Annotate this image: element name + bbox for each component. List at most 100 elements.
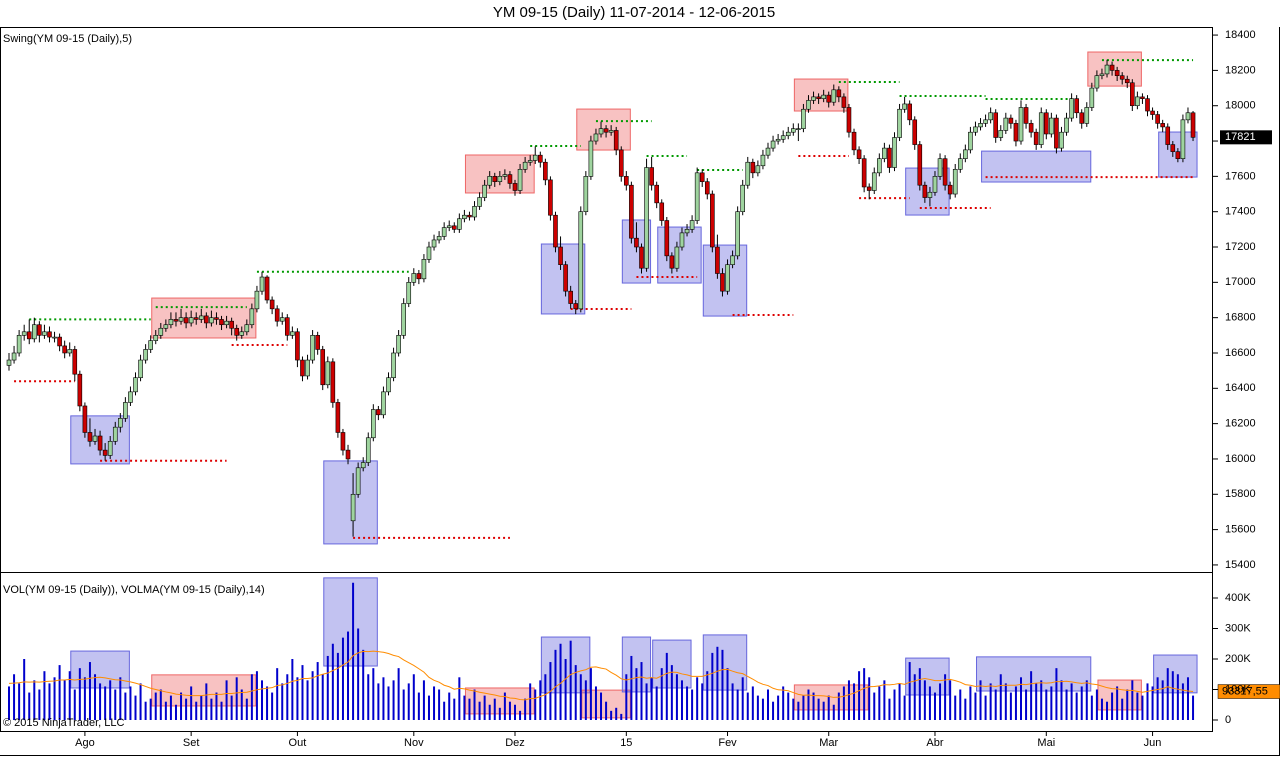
candle-body [735,211,740,257]
candle-body [204,315,209,324]
volume-bar [438,689,441,720]
candle-body [537,154,543,163]
volume-bar [969,686,972,720]
candle-body [350,493,356,522]
candle-body [158,327,164,336]
candle-body [376,409,381,416]
volume-bar [579,674,582,720]
candle-body [47,331,52,338]
swing-zone [702,244,748,317]
volume-bar [670,665,673,720]
volume-bar [159,689,162,720]
candle-body [917,144,923,186]
volume-bar [169,695,172,720]
volume-bar [114,689,117,720]
volume-bar [772,701,775,720]
volume-bar [979,680,982,720]
candle-body [1049,117,1054,135]
candle-body [846,107,852,133]
candle-body [583,176,589,212]
volume-bar [255,671,258,720]
volume-bar [453,698,456,720]
volume-bar [665,652,668,720]
candle-body [993,112,999,138]
candle-body [87,432,93,442]
volume-bar [1095,689,1098,720]
candle-body [26,331,32,340]
candle-body [1079,112,1085,124]
candle-body [1038,112,1044,145]
candle-body [710,193,715,248]
candle-body [102,449,108,456]
volume-bar [1121,698,1124,720]
candle-body [836,89,842,98]
volume-bar [594,686,597,720]
volume-bar [473,689,476,720]
volume-bar [382,677,385,720]
volume-bar [933,692,936,720]
candle-body [1008,117,1014,124]
candle-body [558,246,563,265]
volume-bar [33,680,36,720]
candle-body [487,176,493,186]
volume-bar [53,677,56,720]
volume-bar [220,701,223,720]
volume-bar [625,674,628,720]
volume-bar [8,686,10,720]
candle-body [957,158,963,170]
candle-body [193,317,199,320]
candle-body [482,184,487,198]
volume-bar [240,689,243,720]
volume-bar [1192,695,1195,720]
volume-bar [726,668,729,720]
volume-bar [301,665,304,720]
volume-bar [731,683,734,720]
y-tick-label: 16600 [1225,347,1256,359]
candle-body [654,184,659,204]
volume-bar [266,686,269,720]
candle-body [411,273,417,283]
volume-bar [235,677,238,720]
candle-body [1099,73,1105,76]
volume-bar [276,668,279,720]
volume-bar [200,695,203,720]
candle-body [790,128,796,133]
volume-bar [1080,686,1083,720]
candle-body [42,331,47,336]
candle-body [1119,75,1125,80]
candle-body [1018,107,1024,142]
volume-bar [842,686,845,720]
y-tick-label: 15400 [1225,559,1256,571]
volume-bar [271,692,274,720]
candle-body [310,335,315,361]
candle-body [902,103,907,110]
candle-body [841,96,847,108]
candle-body [963,149,968,160]
volume-bar [58,665,61,720]
x-tick-label: 15 [620,737,632,749]
swing-zone [1153,654,1198,694]
candle-body [467,214,472,218]
candle-body [178,317,184,322]
candle-body [968,131,973,151]
candle-body [274,308,280,322]
volume-bar [736,689,739,720]
volume-bar [706,671,709,720]
candle-body [543,161,548,181]
y-tick-label: 300K [1225,622,1251,634]
volume-bar [180,692,183,720]
candle-body [451,225,457,230]
volume-bar [422,680,425,720]
y-tick-label: 17600 [1225,170,1256,182]
volume-bar [448,692,451,720]
volume-bar [858,671,861,720]
volume-bar [767,689,769,720]
volume-bar [913,674,916,720]
volume-bar [48,683,51,720]
candle-body [775,138,781,142]
candle-body [1185,112,1191,121]
volume-bar [605,701,608,720]
x-tick-label: Set [183,737,200,749]
volume-bar [716,646,719,720]
candle-body [269,299,275,310]
